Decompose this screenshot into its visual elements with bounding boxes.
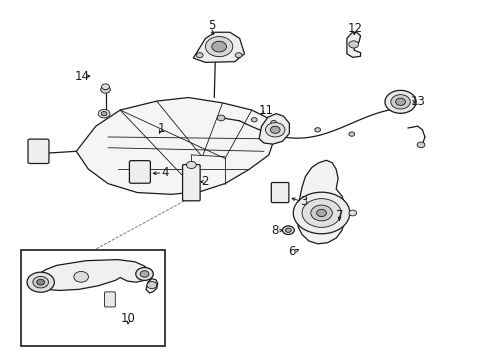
Text: 6: 6 bbox=[288, 244, 295, 257]
Circle shape bbox=[293, 192, 349, 234]
Circle shape bbox=[33, 276, 48, 288]
Circle shape bbox=[395, 98, 405, 105]
Circle shape bbox=[37, 279, 44, 285]
Circle shape bbox=[205, 37, 232, 57]
Polygon shape bbox=[29, 260, 152, 291]
FancyBboxPatch shape bbox=[129, 161, 150, 183]
Text: 13: 13 bbox=[410, 95, 425, 108]
Circle shape bbox=[302, 199, 340, 227]
Polygon shape bbox=[297, 160, 344, 244]
Circle shape bbox=[27, 272, 54, 292]
Circle shape bbox=[314, 128, 320, 132]
Circle shape bbox=[348, 132, 354, 136]
Circle shape bbox=[74, 271, 88, 282]
Text: 1: 1 bbox=[158, 122, 165, 135]
Polygon shape bbox=[76, 98, 276, 194]
FancyBboxPatch shape bbox=[28, 139, 49, 163]
Circle shape bbox=[235, 53, 242, 58]
Circle shape bbox=[416, 142, 424, 148]
Circle shape bbox=[102, 84, 109, 90]
Text: 7: 7 bbox=[336, 209, 343, 222]
FancyBboxPatch shape bbox=[104, 292, 115, 307]
Text: 5: 5 bbox=[207, 19, 215, 32]
Circle shape bbox=[101, 112, 107, 116]
Text: 10: 10 bbox=[121, 311, 136, 325]
Circle shape bbox=[147, 282, 157, 289]
Text: 12: 12 bbox=[346, 22, 362, 35]
Text: 4: 4 bbox=[162, 166, 169, 179]
Circle shape bbox=[310, 205, 331, 221]
Bar bbox=[21, 249, 164, 346]
Circle shape bbox=[270, 121, 276, 125]
Circle shape bbox=[136, 267, 153, 280]
Polygon shape bbox=[259, 114, 289, 144]
Circle shape bbox=[316, 210, 326, 217]
Circle shape bbox=[211, 41, 226, 52]
Circle shape bbox=[101, 86, 110, 93]
Text: 3: 3 bbox=[300, 195, 307, 208]
Text: 2: 2 bbox=[201, 175, 208, 188]
Polygon shape bbox=[146, 279, 158, 293]
Text: 14: 14 bbox=[75, 69, 90, 82]
FancyBboxPatch shape bbox=[271, 183, 288, 203]
FancyBboxPatch shape bbox=[182, 165, 200, 201]
Circle shape bbox=[285, 228, 291, 232]
Circle shape bbox=[186, 161, 196, 168]
Circle shape bbox=[196, 53, 203, 58]
Polygon shape bbox=[346, 32, 360, 57]
Circle shape bbox=[384, 90, 415, 113]
Circle shape bbox=[98, 109, 110, 118]
Circle shape bbox=[251, 118, 257, 122]
Circle shape bbox=[348, 210, 356, 216]
Polygon shape bbox=[193, 32, 244, 62]
Circle shape bbox=[282, 226, 294, 234]
Circle shape bbox=[217, 115, 224, 121]
Text: 11: 11 bbox=[259, 104, 273, 117]
Circle shape bbox=[270, 126, 280, 134]
Circle shape bbox=[390, 95, 409, 109]
Circle shape bbox=[140, 271, 149, 277]
Circle shape bbox=[265, 123, 285, 137]
Circle shape bbox=[348, 41, 358, 48]
Text: 8: 8 bbox=[270, 224, 278, 238]
